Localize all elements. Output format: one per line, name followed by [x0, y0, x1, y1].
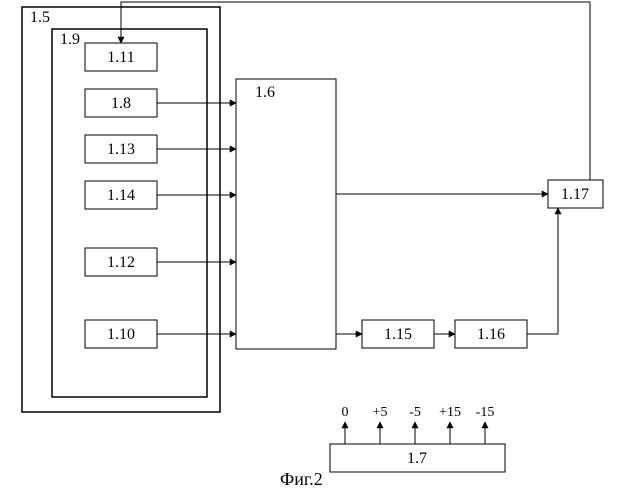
power-tap-0: 0 — [342, 405, 349, 444]
svg-text:1.14: 1.14 — [107, 187, 135, 204]
edge-1-16-to-1-17 — [527, 208, 558, 334]
node-1-15: 1.15 — [362, 320, 434, 348]
block-1-6 — [236, 79, 336, 349]
node-1-17: 1.17 — [548, 180, 603, 208]
svg-text:1.12: 1.12 — [107, 254, 135, 271]
node-1-11: 1.11 — [85, 43, 157, 71]
svg-text:-5: -5 — [409, 405, 421, 420]
svg-text:1.15: 1.15 — [384, 326, 412, 343]
figure-caption: Фиг.2 — [280, 469, 323, 489]
node-1-8: 1.8 — [85, 89, 157, 117]
power-label: 1.7 — [407, 450, 427, 467]
power-tap-plus5: +5 — [373, 405, 388, 444]
svg-text:+15: +15 — [439, 405, 461, 420]
svg-text:1.17: 1.17 — [561, 186, 589, 203]
node-1-14: 1.14 — [85, 181, 157, 209]
inner-label: 1.9 — [60, 31, 80, 48]
node-1-12: 1.12 — [85, 248, 157, 276]
node-1-16: 1.16 — [455, 320, 527, 348]
svg-text:1.11: 1.11 — [107, 49, 134, 66]
power-tap-minus15: -15 — [476, 405, 495, 444]
svg-text:1.16: 1.16 — [477, 326, 505, 343]
svg-text:+5: +5 — [373, 405, 388, 420]
outer-label: 1.5 — [30, 9, 50, 26]
node-1-10: 1.10 — [85, 320, 157, 348]
node-1-13: 1.13 — [85, 135, 157, 163]
svg-text:1.13: 1.13 — [107, 141, 135, 158]
power-tap-plus15: +15 — [439, 405, 461, 444]
svg-text:1.10: 1.10 — [107, 326, 135, 343]
block-1-6-label: 1.6 — [255, 84, 275, 101]
power-tap-minus5: -5 — [409, 405, 421, 444]
svg-text:-15: -15 — [476, 405, 495, 420]
svg-text:1.8: 1.8 — [111, 95, 131, 112]
svg-text:0: 0 — [342, 405, 349, 420]
power-block: 1.7 0 +5 -5 +15 -15 — [330, 405, 505, 472]
